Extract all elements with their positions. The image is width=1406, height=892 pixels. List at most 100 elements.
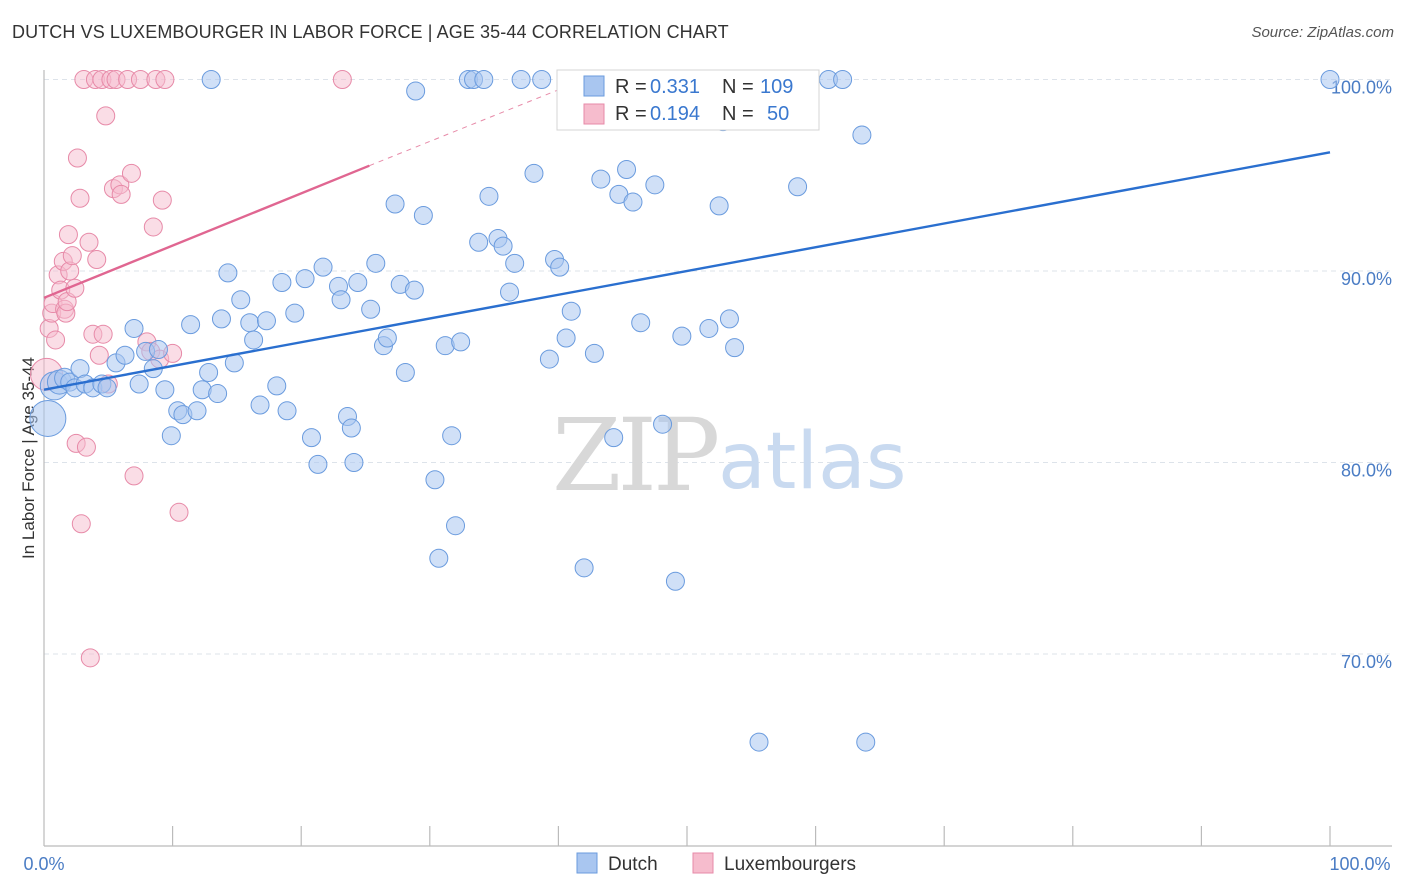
dutch-point bbox=[208, 384, 228, 404]
dutch-point bbox=[250, 395, 270, 415]
dutch-point bbox=[469, 232, 489, 252]
dutch-point bbox=[725, 338, 745, 358]
dutch-point bbox=[665, 571, 685, 591]
y-tick-label-80: 80.0% bbox=[1341, 461, 1392, 481]
dutch-point bbox=[155, 380, 175, 400]
luxembourger-trend-extension bbox=[369, 79, 585, 167]
dutch-point bbox=[301, 428, 321, 448]
dutch-trend-line bbox=[43, 151, 1331, 391]
y-tick-label-90: 90.0% bbox=[1341, 269, 1392, 289]
dutch-point bbox=[211, 309, 231, 329]
dutch-point bbox=[361, 299, 381, 319]
dutch-point bbox=[429, 548, 449, 568]
x-tick-label-max: 100.0% bbox=[1329, 854, 1390, 874]
dutch-point bbox=[856, 732, 876, 752]
dutch-point bbox=[366, 253, 386, 273]
dutch-point bbox=[532, 70, 552, 89]
dutch-point bbox=[556, 328, 576, 348]
series-legend: Dutch Luxembourgers bbox=[576, 852, 856, 875]
luxembourger-point bbox=[89, 345, 109, 365]
legend-n-value-dutch: 109 bbox=[760, 76, 793, 98]
luxembourger-point bbox=[121, 163, 141, 183]
dutch-point bbox=[404, 280, 424, 300]
legend-swatch-lux bbox=[583, 103, 605, 125]
dutch-point bbox=[267, 376, 287, 396]
series-swatch-dutch bbox=[576, 852, 598, 874]
x-tick-label-min: 0.0% bbox=[23, 854, 64, 874]
dutch-point bbox=[277, 401, 297, 421]
dutch-point bbox=[295, 269, 315, 289]
luxembourger-point bbox=[76, 437, 96, 457]
dutch-point bbox=[493, 236, 513, 256]
dutch-point bbox=[852, 125, 872, 145]
luxembourger-point bbox=[96, 106, 116, 126]
dutch-point bbox=[313, 257, 333, 277]
dutch-point bbox=[451, 332, 471, 352]
luxembourger-point bbox=[71, 514, 91, 534]
luxembourger-point bbox=[67, 148, 87, 168]
legend-r-value-dutch: 0.331 bbox=[650, 76, 700, 98]
dutch-point bbox=[256, 311, 276, 331]
luxembourger-point bbox=[79, 232, 99, 252]
luxembourger-point bbox=[93, 324, 113, 344]
dutch-point bbox=[161, 426, 181, 446]
legend-n-label-dutch: N = bbox=[722, 76, 754, 98]
dutch-point bbox=[511, 70, 531, 89]
dutch-point bbox=[749, 732, 769, 752]
dutch-point bbox=[623, 192, 643, 212]
dutch-point bbox=[709, 196, 729, 216]
dutch-point bbox=[446, 516, 466, 536]
dutch-point bbox=[561, 301, 581, 321]
watermark: ZIP atlas bbox=[552, 397, 907, 514]
dutch-point bbox=[231, 290, 251, 310]
series-label-dutch: Dutch bbox=[608, 854, 658, 875]
luxembourger-point bbox=[70, 188, 90, 208]
dutch-point bbox=[285, 303, 305, 323]
dutch-point bbox=[617, 160, 637, 180]
watermark-atlas: atlas bbox=[718, 417, 907, 507]
dutch-point bbox=[341, 418, 361, 438]
dutch-point bbox=[524, 163, 544, 183]
dutch-point bbox=[124, 318, 144, 338]
dutch-point bbox=[672, 326, 692, 346]
dutch-point bbox=[148, 340, 168, 360]
legend-r-label-lux: R = bbox=[615, 103, 647, 125]
luxembourger-point bbox=[111, 184, 131, 204]
dutch-point bbox=[719, 309, 739, 329]
dutch-point bbox=[631, 313, 651, 333]
dutch-point bbox=[406, 81, 426, 101]
luxembourger-point bbox=[80, 648, 100, 668]
dutch-point bbox=[129, 374, 149, 394]
dutch-point bbox=[425, 470, 445, 490]
luxembourger-point bbox=[169, 502, 189, 522]
dutch-point bbox=[331, 290, 351, 310]
y-tick-label-100: 100.0% bbox=[1331, 78, 1392, 98]
dutch-point bbox=[348, 272, 368, 292]
dutch-point bbox=[788, 177, 808, 197]
dutch-point bbox=[505, 253, 525, 273]
luxembourger-point bbox=[62, 246, 82, 266]
legend-n-value-lux: 50 bbox=[767, 103, 789, 125]
dutch-point bbox=[1320, 70, 1340, 89]
dutch-point bbox=[474, 70, 494, 89]
luxembourger-point bbox=[332, 70, 352, 89]
luxembourger-point bbox=[46, 330, 66, 350]
dutch-point bbox=[385, 194, 405, 214]
dutch-point bbox=[574, 558, 594, 578]
luxembourger-point bbox=[124, 466, 144, 486]
dutch-point bbox=[699, 318, 719, 338]
luxembourger-point bbox=[58, 225, 78, 245]
grid-lines bbox=[44, 79, 1392, 655]
dutch-point bbox=[653, 414, 673, 434]
luxembourger-point bbox=[152, 190, 172, 210]
dutch-point bbox=[591, 169, 611, 189]
dutch-point bbox=[201, 70, 221, 89]
dutch-point bbox=[604, 428, 624, 448]
luxembourger-trend-line bbox=[43, 164, 370, 299]
dutch-point bbox=[584, 343, 604, 363]
dutch-point bbox=[550, 257, 570, 277]
dutch-point bbox=[344, 453, 364, 472]
trend-lines bbox=[43, 79, 1331, 391]
dutch-point bbox=[500, 282, 520, 302]
